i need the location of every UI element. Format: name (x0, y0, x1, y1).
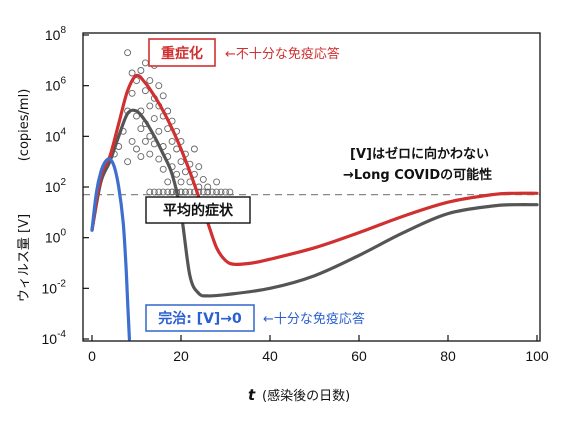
severe-label-box (148, 38, 216, 67)
y-tick-label: 104 (45, 126, 67, 144)
scatter-point (195, 163, 203, 171)
x-tick-label: 60 (351, 348, 367, 364)
scatter-point (150, 115, 158, 123)
scatter-point (204, 188, 212, 196)
scatter-point (181, 188, 189, 196)
scatter-point (199, 175, 207, 183)
scatter-point (141, 137, 149, 145)
x-tick-label: 100 (525, 348, 549, 364)
scatter-point (213, 178, 221, 186)
y-tick-label: 100 (45, 228, 67, 246)
y-axis-title: ウィルス量 [V] (17, 214, 32, 302)
average-label-box (145, 196, 251, 224)
scatter-point (217, 188, 225, 196)
scatter-point (146, 150, 154, 158)
x-tick-label: 0 (88, 348, 96, 364)
scatter-point (204, 183, 212, 191)
scatter-point (190, 145, 198, 153)
y-tick-label: 10-2 (42, 278, 67, 296)
scatter-point (146, 102, 154, 110)
scatter-point (137, 125, 145, 133)
scatter-point (141, 59, 149, 67)
scatter-point (177, 158, 185, 166)
scatter-point (155, 127, 163, 135)
scatter-point (177, 178, 185, 186)
severe-annotation: 重症化 ←不十分な免疫応答 (148, 38, 340, 67)
scatter-point (226, 188, 234, 196)
cure-label-box (145, 304, 255, 332)
scatter-point (124, 49, 132, 57)
scatter-point (159, 188, 167, 196)
plot-frame (82, 32, 541, 342)
cure-note: ←十分な免疫応答 (263, 311, 365, 327)
y-tick-label: 10-4 (42, 329, 67, 347)
scatter-point (168, 188, 176, 196)
cure-annotation: 完治: [V]→0 ←十分な免疫応答 (145, 304, 365, 332)
x-axis-title: t (感染後の日数) (248, 386, 350, 404)
scatter-point (133, 145, 140, 153)
scatter-point (133, 112, 140, 120)
scatter-point (164, 188, 172, 196)
scatter-point (222, 188, 229, 196)
y-axis-title-group: ウィルス量 [V] (copies/ml) (17, 89, 32, 302)
scatter-point (146, 77, 154, 85)
severe-label: 重症化 (161, 45, 203, 62)
scatter-point (186, 188, 194, 196)
x-axis-title-variable: t (248, 386, 256, 404)
plot-area (83, 49, 540, 341)
scatter-point (155, 155, 163, 163)
persist-line-2: →Long COVIDの可能性 (343, 167, 492, 183)
scatter-point (128, 89, 136, 97)
cure-label: 完治: [V]→0 (158, 310, 242, 327)
scatter-point (128, 137, 136, 145)
scatter-point (159, 92, 167, 100)
scatter-point (146, 188, 154, 196)
y-axis-unit: (copies/ml) (17, 89, 32, 162)
scatter-point (155, 188, 163, 196)
persist-annotation: [V]はゼロに向かわない →Long COVIDの可能性 (343, 146, 492, 183)
y-axis-ticks: 10-4 10-2 100 102 104 106 108 (42, 25, 89, 347)
x-tick-label: 40 (262, 348, 278, 364)
scatter-point (128, 69, 136, 77)
x-axis-title-text: (感染後の日数) (262, 388, 350, 404)
severe-note: ←不十分な免疫応答 (225, 46, 340, 62)
y-tick-label: 108 (45, 25, 67, 43)
scatter-point (159, 165, 167, 173)
scatter-point (168, 137, 176, 145)
scatter-point (173, 170, 181, 178)
scatter-point (199, 188, 207, 196)
scatter-point (164, 178, 172, 186)
scatter-point (155, 82, 163, 90)
series-line-recovered (90, 157, 131, 341)
scatter-point (213, 188, 221, 196)
scatter-point (141, 87, 149, 95)
series-line-average (90, 108, 539, 298)
x-axis-ticks: 0 20 40 60 80 100 (88, 335, 549, 364)
scatter-point (150, 188, 158, 196)
average-label: 平均的症状 (163, 202, 234, 219)
scatter-point (208, 188, 216, 196)
average-annotation: 平均的症状 (145, 196, 251, 224)
x-tick-label: 20 (173, 348, 189, 364)
scatter-point (137, 153, 145, 161)
scatter-point (137, 67, 145, 74)
scatter-point (124, 158, 132, 166)
x-tick-label: 80 (440, 348, 456, 364)
y-tick-label: 102 (45, 177, 67, 195)
persist-line-1: [V]はゼロに向かわない (350, 146, 489, 162)
y-tick-label: 106 (45, 76, 67, 94)
